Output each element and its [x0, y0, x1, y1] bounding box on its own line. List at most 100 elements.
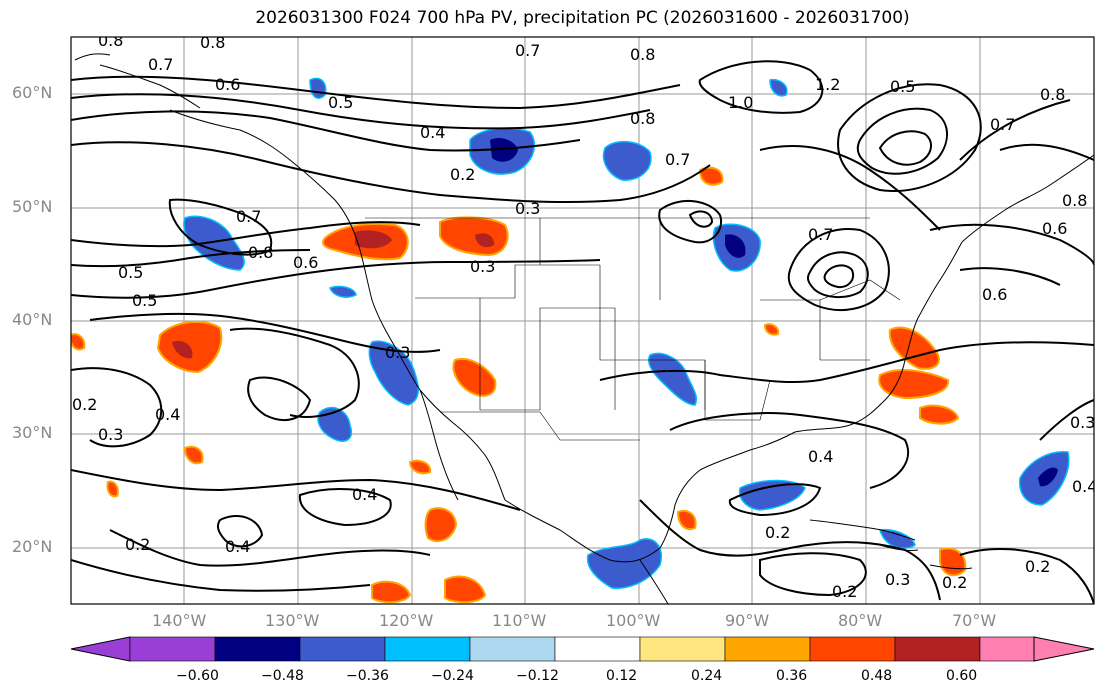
contour-label: 1.0	[728, 93, 753, 112]
contour-label: 0.3	[515, 199, 540, 218]
pv-contours	[71, 60, 1094, 604]
political-borders	[365, 217, 901, 441]
longitude-label: 80°W	[838, 611, 883, 630]
precip-negative-area	[602, 140, 652, 181]
precip-positive-core	[172, 340, 193, 359]
longitude-label: 140°W	[152, 611, 207, 630]
colorbar-tick-label: 0.12	[606, 668, 638, 684]
contour-label: 0.6	[215, 75, 240, 94]
colorbar-bin	[809, 636, 896, 662]
latitude-label: 40°N	[12, 310, 53, 329]
contour-label: 0.3	[98, 425, 123, 444]
contour-label: 0.7	[990, 115, 1015, 134]
contour-label: 0.8	[630, 45, 655, 64]
precip-positive-area	[444, 575, 487, 604]
longitude-label: 90°W	[725, 611, 770, 630]
precip-positive-area	[676, 509, 697, 531]
contour-label: 0.8	[98, 31, 123, 50]
contour-label: 0.5	[328, 93, 353, 112]
colorbar-tick-label: 0.48	[861, 668, 893, 684]
colorbar	[70, 636, 1095, 662]
coastlines	[74, 53, 1094, 604]
precip-negative-area	[769, 78, 788, 97]
map-frame	[70, 36, 1095, 605]
contour-label: 0.7	[515, 41, 540, 60]
colorbar-bin	[724, 636, 811, 662]
colorbar-bin	[299, 636, 386, 662]
contour-label: 0.2	[450, 165, 475, 184]
contour-label: 0.4	[1072, 477, 1097, 496]
precip-positive-area	[371, 580, 412, 604]
colorbar-tick-label: −0.60	[176, 668, 219, 684]
precip-positive-area	[408, 459, 432, 475]
colorbar-tick-label: −0.24	[431, 668, 474, 684]
precip-positive-area	[106, 480, 119, 498]
map-title: 2026031300 F024 700 hPa PV, precipitatio…	[255, 8, 910, 28]
contour-label: 0.4	[225, 537, 250, 556]
precip-negative-core	[725, 234, 746, 258]
colorbar-bin	[214, 636, 301, 662]
colorbar-bin	[639, 636, 726, 662]
latitude-label: 50°N	[12, 197, 53, 216]
colorbar-tick-label: 0.24	[691, 668, 723, 684]
colorbar-tick-label: −0.36	[346, 668, 389, 684]
longitude-label: 120°W	[379, 611, 434, 630]
contour-label: 0.3	[385, 343, 410, 362]
colorbar-bin	[894, 636, 981, 662]
precip-negative-area	[329, 285, 357, 298]
longitude-label: 110°W	[492, 611, 547, 630]
longitude-label: 100°W	[606, 611, 661, 630]
precip-positive-area	[888, 326, 940, 370]
precip-negative-core	[490, 138, 518, 162]
precip-negative-area	[368, 340, 419, 406]
contour-label: 0.8	[1040, 85, 1065, 104]
precip-positive-area	[424, 507, 458, 543]
precip-negative-core	[1038, 467, 1058, 487]
contour-label: 0.7	[808, 225, 833, 244]
contour-label: 0.3	[1070, 413, 1095, 432]
precip-shading	[71, 77, 1070, 604]
precip-positive-core	[475, 233, 495, 248]
colorbar-tick-label: −0.12	[516, 668, 559, 684]
contour-label: 0.6	[1042, 219, 1067, 238]
longitude-label: 130°W	[265, 611, 320, 630]
colorbar-tick-label: −0.48	[261, 668, 304, 684]
precip-positive-area	[698, 166, 724, 186]
contour-label: 0.2	[72, 395, 97, 414]
precip-positive-area	[919, 404, 960, 425]
colorbar-tick-label: 0.60	[946, 668, 978, 684]
precip-positive-area	[878, 369, 950, 400]
precip-negative-area	[586, 538, 662, 589]
colorbar-bin	[384, 636, 471, 662]
contour-label: 0.7	[236, 207, 261, 226]
contour-label: 0.6	[982, 285, 1007, 304]
contour-label: 0.5	[890, 77, 915, 96]
precip-positive-area	[452, 357, 497, 397]
latitude-label: 30°N	[12, 423, 53, 442]
contour-label: 0.6	[293, 253, 318, 272]
colorbar-bin	[129, 636, 216, 662]
precip-positive-area	[183, 445, 204, 465]
contour-label: 1.2	[815, 75, 840, 94]
contour-label: 0.2	[832, 582, 857, 601]
colorbar-bin	[554, 636, 641, 662]
contour-label: 0.7	[665, 150, 690, 169]
colorbar-tick-label: 0.36	[776, 668, 808, 684]
latitude-label: 60°N	[12, 83, 53, 102]
contour-label: 0.7	[148, 55, 173, 74]
contour-label: 0.8	[248, 243, 273, 262]
colorbar-max-extend	[1033, 636, 1095, 662]
contour-label: 0.4	[808, 447, 833, 466]
longitude-label: 70°W	[952, 611, 997, 630]
contour-label: 0.2	[125, 535, 150, 554]
colorbar-bin	[469, 636, 556, 662]
precip-positive-area	[763, 323, 780, 336]
contour-label: 0.8	[630, 109, 655, 128]
contour-label: 0.2	[1025, 557, 1050, 576]
contour-labels: 0.8 0.8 0.7 0.7 0.8 0.6 0.5 1.0 1.2 0.5 …	[72, 31, 1097, 601]
contour-label: 0.3	[885, 570, 910, 589]
contour-label: 0.2	[765, 523, 790, 542]
contour-label: 0.4	[352, 485, 377, 504]
precip-negative-area	[317, 406, 352, 442]
